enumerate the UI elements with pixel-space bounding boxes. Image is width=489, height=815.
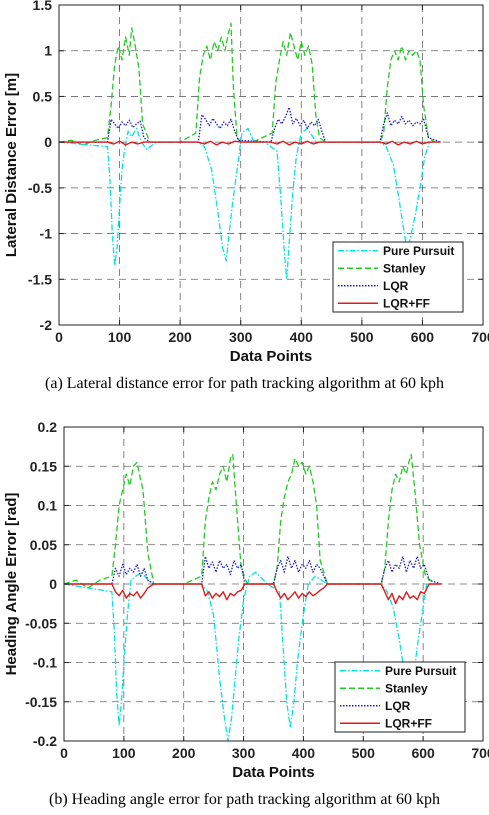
x-tick-label: 700 [471, 329, 489, 345]
x-tick-label: 200 [172, 745, 196, 761]
series-line-lqr [64, 555, 442, 585]
y-tick-label: 0 [44, 134, 52, 150]
legend: Pure Pursuit Stanley LQR LQR+FF [332, 241, 464, 313]
x-tick-label: 100 [108, 329, 132, 345]
y-tick-label: 0.05 [30, 537, 57, 553]
axes-frame [58, 4, 484, 326]
legend-label: LQR [385, 699, 411, 713]
y-axis-label: Lateral Distance Error [m] [3, 73, 20, 257]
y-tick-label: -2 [40, 317, 53, 333]
legend-label: LQR [383, 279, 409, 293]
series-line-lqr [59, 106, 441, 143]
x-tick-label: 0 [60, 745, 68, 761]
legend: Pure Pursuit Stanley LQR LQR+FF [334, 661, 466, 733]
series-line-pure-pursuit [63, 571, 436, 742]
legend-label: LQR+FF [383, 296, 430, 310]
x-tick-label: 100 [112, 745, 136, 761]
legend-label: Stanley [385, 681, 428, 695]
x-tick-label: 300 [229, 329, 253, 345]
x-axis-label: Data Points [230, 348, 313, 365]
series-line-lqr-ff [59, 140, 441, 146]
y-tick-label: 1.5 [33, 0, 53, 13]
legend-box [334, 661, 466, 733]
legend-label: LQR+FF [385, 716, 432, 730]
chart-panel-heading: 0 100 200 300 400 500 600 700 -0.2 -0.15 -0.1 -0.05… [0, 405, 489, 815]
y-tick-label: 1 [44, 43, 52, 59]
x-tick-label: 400 [292, 745, 316, 761]
x-tick-label: 400 [290, 329, 314, 345]
chart-panel-lateral: 0 100 200 300 400 500 600 700 -2 -1.5 -1 -0.5 0 0.5 1 1… [0, 0, 489, 405]
y-axis-label: Heading Angle Error [rad] [3, 493, 20, 676]
x-tick-label: 700 [471, 745, 489, 761]
legend-box [332, 241, 464, 313]
x-tick-label: 500 [350, 329, 374, 345]
legend-label: Stanley [383, 261, 426, 275]
y-tick-label: -0.1 [33, 655, 57, 671]
x-tick-label: 0 [55, 329, 63, 345]
y-tick-label: 0.15 [30, 458, 57, 474]
x-tick-label: 600 [411, 745, 435, 761]
x-tick-label: 200 [168, 329, 192, 345]
y-tick-label: 0.5 [33, 88, 53, 104]
y-tick-label: -0.2 [33, 733, 57, 749]
y-tick-label: 0.2 [38, 419, 58, 435]
chart-caption: (a) Lateral distance error for path trac… [45, 375, 444, 392]
y-tick-label: 0 [49, 576, 57, 592]
x-axis-label: Data Points [232, 764, 315, 781]
legend-label: Pure Pursuit [383, 244, 454, 258]
y-tick-label: -1.5 [28, 271, 52, 287]
y-tick-label: -1 [40, 226, 53, 242]
legend-label: Pure Pursuit [385, 664, 456, 678]
lateral-distance-error-chart: 0 100 200 300 400 500 600 700 -2 -1.5 -1 -0.5 0 0.5 1 1… [3, 0, 489, 365]
heading-angle-error-chart: 0 100 200 300 400 500 600 700 -0.2 -0.15 -0.1 -0.05… [3, 419, 489, 781]
chart-caption: (b) Heading angle error for path trackin… [49, 791, 440, 808]
x-tick-label: 600 [411, 329, 435, 345]
x-tick-label: 500 [352, 745, 376, 761]
y-tick-label: -0.5 [28, 180, 52, 196]
y-tick-label: 0.1 [38, 498, 58, 514]
x-tick-label: 300 [232, 745, 256, 761]
y-tick-label: -0.15 [25, 694, 57, 710]
y-tick-label: -0.05 [25, 615, 57, 631]
series-line-lqr-ff [64, 583, 442, 605]
